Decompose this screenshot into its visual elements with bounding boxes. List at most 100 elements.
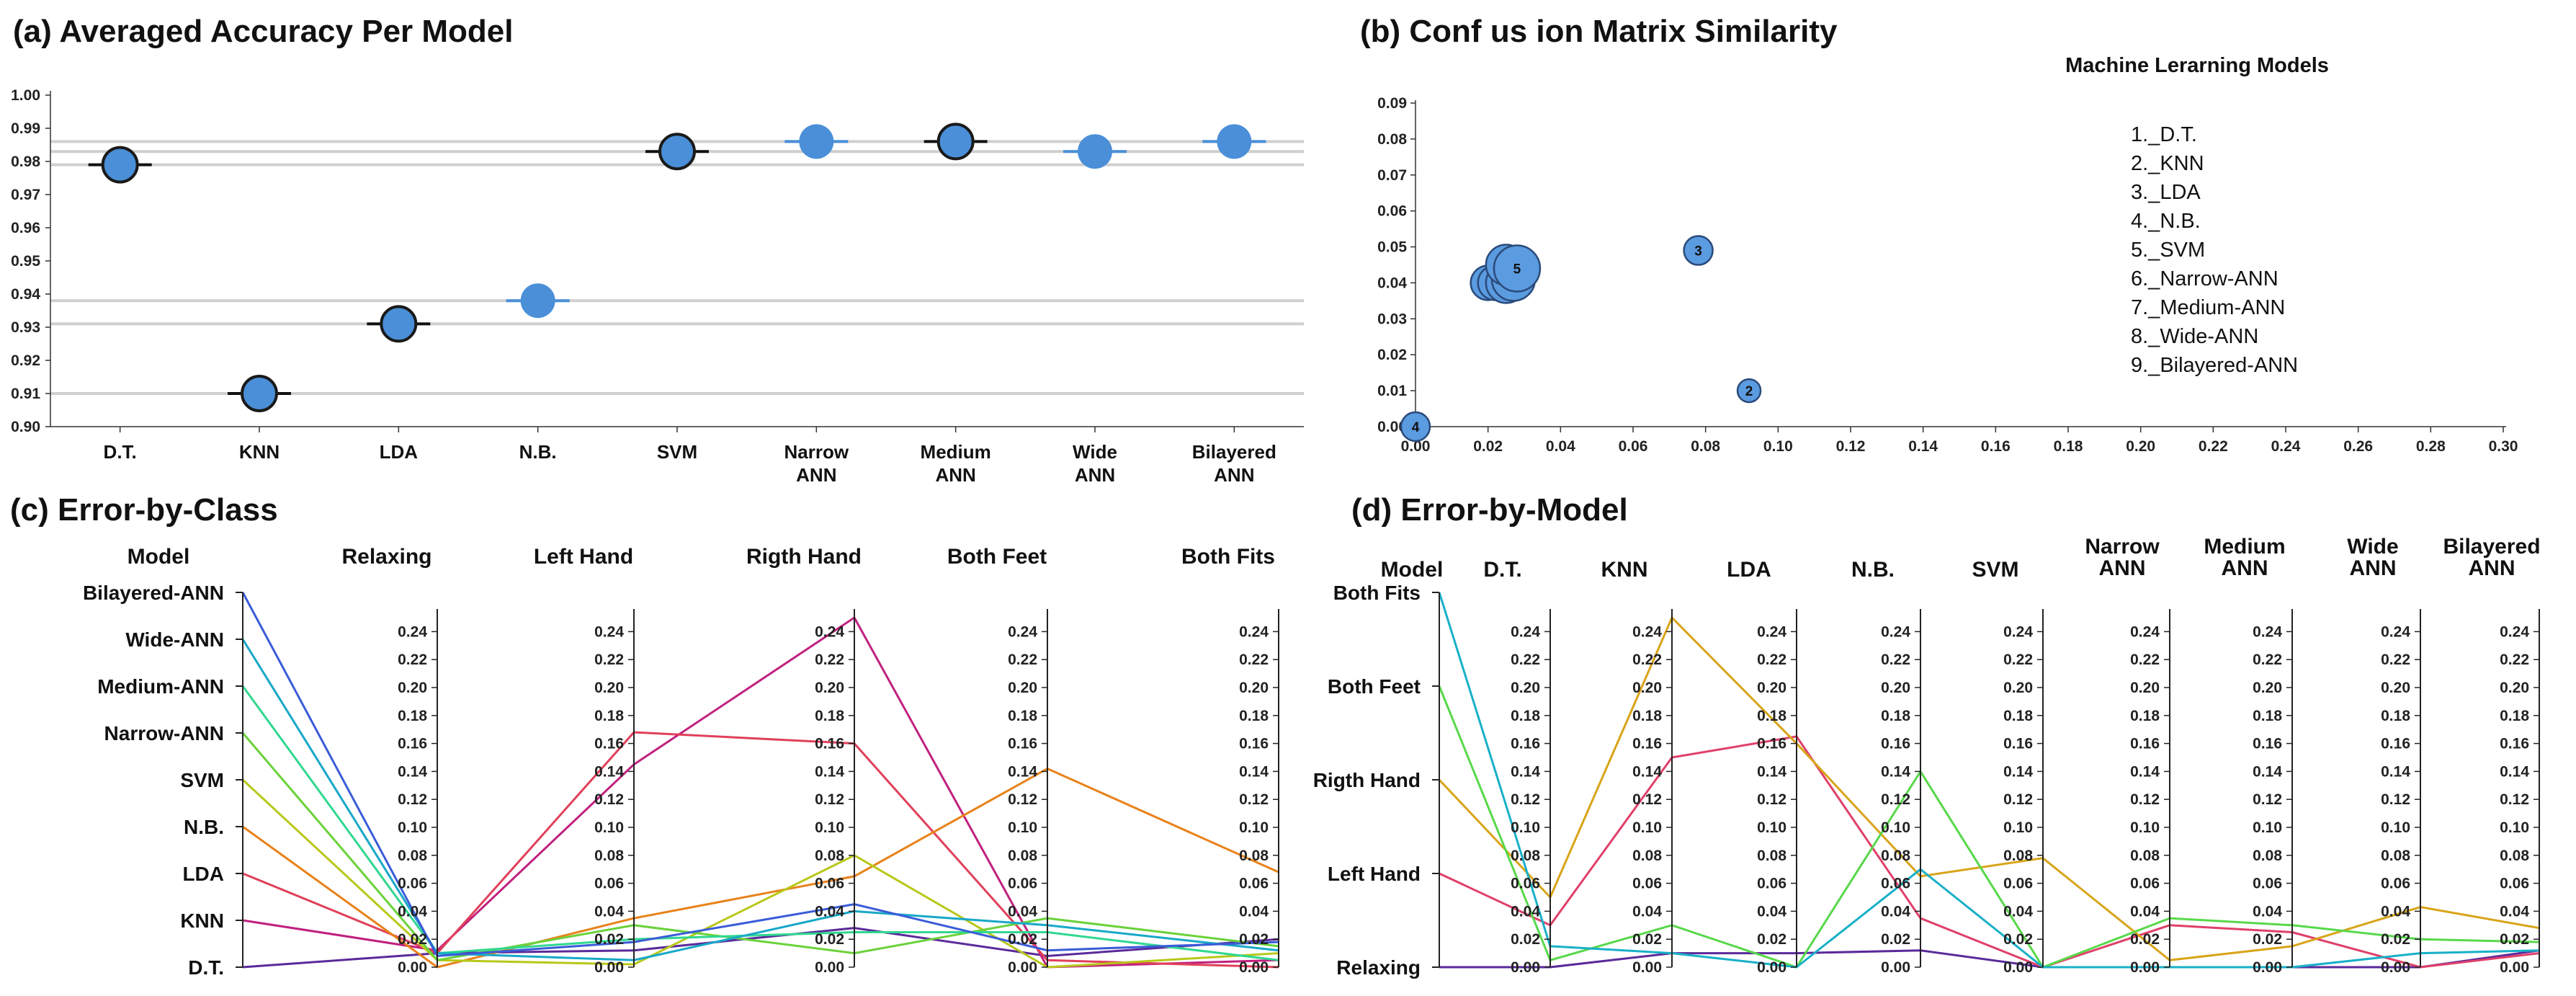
model-axis-label: LDA — [182, 863, 224, 885]
value-axis-tick-label: 0.06 — [815, 876, 844, 892]
value-axis-tick-label: 0.20 — [2381, 680, 2410, 696]
value-axis-tick-label: 0.16 — [1511, 736, 1540, 752]
series-line — [1439, 735, 2540, 969]
value-axis-tick-label: 0.22 — [1881, 652, 1910, 668]
value-axis-tick-label: 0.10 — [2253, 819, 2282, 836]
series-line — [241, 592, 1279, 958]
value-axis-tick-label: 0.06 — [1511, 876, 1540, 892]
value-axis-tick-label: 0.08 — [1632, 848, 1662, 864]
value-axis-tick-label: 0.00 — [1757, 959, 1786, 976]
axis-name: D.T. — [1483, 558, 1521, 582]
value-axis-tick-label: 0.02 — [1239, 931, 1269, 948]
value-axis-tick-label: 0.00 — [2500, 959, 2529, 976]
value-axis-tick-label: 0.04 — [2381, 903, 2410, 920]
x-tick-label: Medium — [921, 441, 991, 463]
value-axis-tick-label: 0.24 — [2500, 623, 2529, 640]
accuracy-point — [520, 283, 555, 319]
axis-name: LDA — [1727, 558, 1771, 582]
value-axis-tick-label: 0.06 — [1008, 876, 1037, 892]
model-point — [1683, 235, 1714, 266]
value-axis-tick-label: 0.12 — [1881, 791, 1910, 808]
value-axis-tick-label: 0.22 — [2500, 652, 2529, 668]
x-tick-label: 0.22 — [2199, 438, 2228, 455]
model-point — [1493, 244, 1542, 293]
value-axis-tick-label: 0.18 — [1239, 708, 1269, 724]
x-tick-label: ANN — [1075, 464, 1115, 486]
value-axis-tick-label: 0.18 — [2130, 708, 2160, 724]
value-axis-tick-label: 0.06 — [1239, 876, 1269, 892]
value-axis-tick-label: 0.24 — [1008, 623, 1037, 640]
value-axis-tick-label: 0.22 — [1008, 652, 1037, 668]
value-axis-tick-label: 0.16 — [2130, 736, 2160, 752]
value-axis-tick-label: 0.10 — [2003, 819, 2033, 836]
axis-name: N.B. — [1851, 558, 1895, 582]
value-axis-tick-label: 0.04 — [815, 903, 844, 920]
value-axis-tick-label: 0.06 — [2381, 876, 2410, 892]
value-axis-tick-label: 0.24 — [1881, 623, 1910, 640]
value-axis-tick-label: 0.04 — [1757, 903, 1786, 920]
y-tick-label: 0.05 — [1377, 239, 1407, 256]
value-axis-tick-label: 0.10 — [2381, 819, 2410, 836]
value-axis-tick-label: 0.00 — [2253, 959, 2282, 976]
value-axis-tick-label: 0.12 — [1511, 791, 1540, 808]
axis-name: ANN — [2469, 556, 2515, 580]
value-axis-tick-label: 0.22 — [594, 652, 624, 668]
series-line — [1439, 949, 2540, 969]
value-axis-tick-label: 0.14 — [815, 763, 844, 780]
y-tick-label: 0.93 — [11, 319, 40, 336]
value-axis-tick-label: 0.18 — [1511, 708, 1540, 724]
series-line — [242, 767, 1279, 969]
y-tick-label: 0.94 — [11, 286, 40, 303]
panel-d: (d) Error-by-Model Relaxing Left Hand Rigt… — [1313, 492, 2541, 979]
y-tick-label: 0.09 — [1377, 95, 1407, 112]
value-axis-tick-label: 0.02 — [2003, 931, 2033, 948]
value-axis-tick-label: 0.04 — [398, 903, 427, 920]
value-axis-tick-label: 0.16 — [1632, 736, 1662, 752]
x-tick-label: 0.04 — [1546, 438, 1575, 455]
value-axis-tick-label: 0.22 — [815, 652, 844, 668]
value-axis-tick-label: 0.20 — [1511, 680, 1540, 696]
value-axis-tick-label: 0.04 — [2500, 903, 2529, 920]
legend-entry: 8._Wide-ANN — [2131, 325, 2258, 348]
value-axis-tick-label: 0.20 — [2500, 680, 2529, 696]
accuracy-point — [241, 375, 278, 412]
y-tick-label: 0.01 — [1377, 383, 1407, 399]
value-axis-tick-label: 0.16 — [594, 736, 624, 752]
axis-name: Relaxing — [341, 545, 431, 569]
model-axis-label: Both Fits — [1333, 582, 1421, 604]
model-axis-label: SVM — [180, 769, 224, 791]
value-axis-tick-label: 0.24 — [1511, 623, 1540, 640]
accuracy-point — [658, 133, 696, 171]
axis-name: ANN — [2099, 556, 2146, 580]
value-axis-tick-label: 0.24 — [2130, 623, 2160, 640]
value-axis-tick-label: 0.12 — [2003, 791, 2033, 808]
value-axis-tick-label: 0.02 — [398, 931, 427, 948]
value-axis-tick-label: 0.18 — [2253, 708, 2282, 724]
value-axis-tick-label: 0.00 — [594, 959, 624, 976]
value-axis-tick-label: 0.20 — [815, 680, 844, 696]
value-axis-tick-label: 0.02 — [594, 931, 624, 948]
legend-entry: 3._LDA — [2131, 181, 2201, 204]
value-axis-tick-label: 0.24 — [398, 623, 427, 640]
value-axis-tick-label: 0.18 — [1881, 708, 1910, 724]
model-point-label: 4 — [1412, 420, 1420, 435]
value-axis-tick-label: 0.20 — [2253, 680, 2282, 696]
value-axis-tick-label: 0.18 — [815, 708, 844, 724]
model-point-label: 5 — [1513, 262, 1521, 277]
model-point — [1400, 411, 1431, 443]
axis-name: Rigth Hand — [746, 545, 862, 569]
legend-entry: 1._D.T. — [2131, 123, 2197, 146]
x-tick-label: Bilayered — [1192, 441, 1276, 463]
x-tick-label: Wide — [1073, 441, 1117, 463]
value-axis-tick-label: 0.04 — [1881, 903, 1910, 920]
value-axis-tick-label: 0.12 — [2381, 791, 2410, 808]
accuracy-point — [1217, 124, 1252, 159]
accuracy-point — [380, 305, 418, 343]
value-axis-tick-label: 0.14 — [2003, 763, 2033, 780]
value-axis-tick-label: 0.10 — [2130, 819, 2160, 836]
value-axis-tick-label: 0.14 — [1757, 763, 1786, 780]
value-axis-tick-label: 0.20 — [1239, 680, 1269, 696]
value-axis-tick-label: 0.18 — [594, 708, 624, 724]
x-tick-label: 0.18 — [2054, 438, 2083, 455]
